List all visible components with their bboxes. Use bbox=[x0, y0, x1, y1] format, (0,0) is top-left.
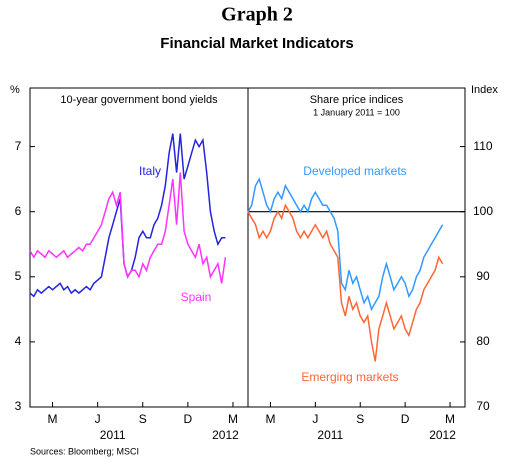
y-tick-label: 7 bbox=[15, 139, 22, 153]
y-tick-label: 100 bbox=[473, 204, 493, 218]
y-tick-label: 5 bbox=[15, 269, 22, 283]
series-label: Emerging markets bbox=[301, 370, 398, 384]
series-label: Developed markets bbox=[303, 164, 406, 178]
x-group-label: 2012 bbox=[212, 428, 239, 442]
x-tick-label: S bbox=[356, 412, 364, 426]
series-line bbox=[29, 133, 226, 298]
graph-subtitle: Financial Market Indicators bbox=[160, 35, 353, 52]
x-tick-label: D bbox=[184, 412, 193, 426]
y-tick-label: 80 bbox=[476, 334, 490, 348]
series-line bbox=[247, 203, 444, 362]
y-tick-label: 4 bbox=[15, 334, 22, 348]
x-group-label: 2011 bbox=[100, 428, 126, 442]
x-group-label: 2011 bbox=[317, 428, 343, 442]
panel-title: 10-year government bond yields bbox=[60, 94, 218, 106]
x-tick-label: M bbox=[265, 412, 275, 426]
series-label: Spain bbox=[181, 290, 212, 304]
x-tick-label: M bbox=[48, 412, 58, 426]
y-tick-label: 3 bbox=[15, 399, 22, 413]
x-tick-label: J bbox=[312, 412, 318, 426]
source-note: Sources: Bloomberg; MSCI bbox=[30, 446, 139, 456]
x-tick-label: D bbox=[401, 412, 410, 426]
y-tick-label: 90 bbox=[476, 269, 490, 283]
x-tick-label: S bbox=[139, 412, 147, 426]
x-group-label: 2012 bbox=[429, 428, 456, 442]
series-line bbox=[29, 172, 227, 284]
series-line bbox=[247, 177, 444, 312]
panel-title: Share price indices bbox=[310, 94, 404, 106]
y-tick-label: 70 bbox=[476, 399, 490, 413]
y-tick-label: 110 bbox=[473, 139, 492, 153]
x-tick-label: M bbox=[445, 412, 455, 426]
panel-subtitle: 1 January 2011 = 100 bbox=[313, 107, 400, 117]
x-tick-label: J bbox=[95, 412, 101, 426]
series-label: Italy bbox=[139, 164, 161, 178]
y-axis-unit: % bbox=[10, 84, 20, 96]
graph-title: Graph 2 bbox=[221, 4, 293, 26]
y-tick-label: 6 bbox=[15, 204, 22, 218]
x-tick-label: M bbox=[228, 412, 238, 426]
y-axis-unit: Index bbox=[471, 84, 498, 96]
